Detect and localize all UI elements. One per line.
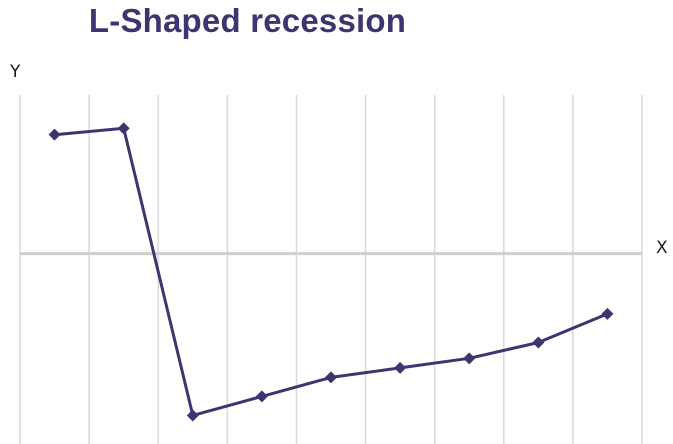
data-point-marker (601, 307, 614, 320)
data-point-marker (394, 361, 407, 374)
y-axis-label: Y (10, 62, 21, 82)
data-point-marker (117, 122, 130, 135)
data-point-marker (463, 352, 476, 365)
data-markers (48, 122, 614, 422)
data-point-marker (255, 390, 268, 403)
data-point-marker (48, 128, 61, 141)
chart-title: L-Shaped recession (88, 2, 407, 39)
data-point-marker (186, 409, 199, 422)
data-point-marker (325, 371, 337, 384)
data-point-marker (532, 336, 545, 349)
gridlines (19, 95, 643, 444)
x-axis-label: X (656, 238, 668, 258)
